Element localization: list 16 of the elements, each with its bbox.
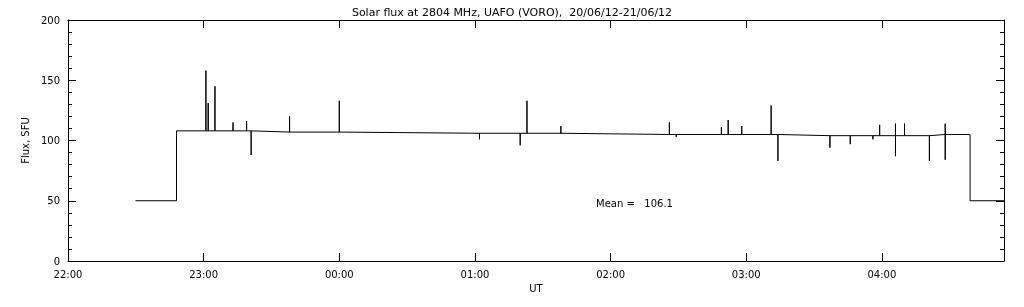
- x-tick-label: 23:00: [189, 268, 219, 280]
- y-tick-label: 50: [47, 195, 60, 207]
- y-axis-title: Flux, SFU: [19, 117, 31, 164]
- y-tick-label: 200: [40, 14, 60, 26]
- x-tick-label: 04:00: [867, 268, 897, 280]
- y-tick-label: 100: [40, 135, 60, 146]
- x-tick-label: 00:00: [324, 268, 354, 280]
- x-tick-label: 22:00: [53, 268, 83, 280]
- annotation: Mean = 106.1: [596, 197, 673, 209]
- x-tick-label: 01:00: [460, 268, 490, 280]
- chart-title: Solar flux at 2804 MHz, UAFO (VORO), 20/06/12-21/06/12: [351, 6, 673, 19]
- x-tick-label: 02:00: [596, 268, 626, 280]
- y-tick-label: 150: [40, 74, 60, 86]
- y-tick-label: 0: [53, 255, 60, 267]
- x-tick-label: 03:00: [731, 268, 761, 280]
- x-axis-title: UT: [529, 283, 544, 295]
